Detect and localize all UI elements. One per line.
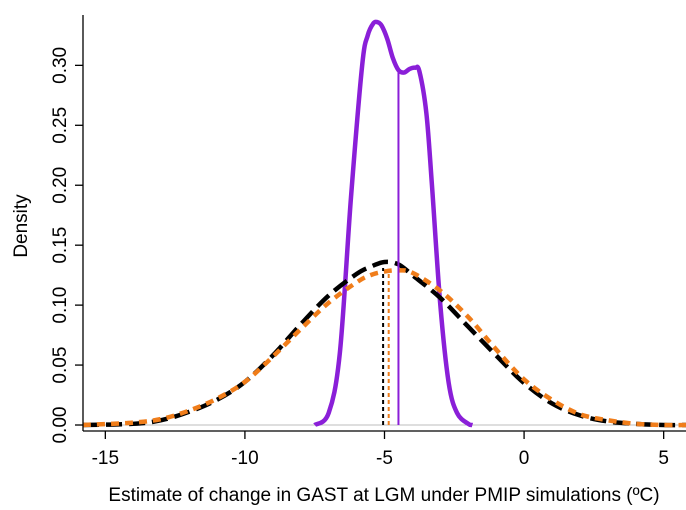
x-axis-label: Estimate of change in GAST at LGM under … (108, 485, 659, 506)
x-tick-label: -10 (231, 448, 258, 469)
y-tick-label: 0.05 (50, 347, 71, 384)
axes: -15 -10 -5 0 5 0.00 0.05 0.10 0.15 0.20 0.25 0.30 (50, 15, 686, 469)
x-tick-label: 5 (658, 448, 669, 469)
purple-density-curve (313, 19, 474, 428)
orange-dashed-density-curve (82, 268, 686, 428)
y-tick-label: 0.15 (50, 227, 71, 264)
y-tick-label: 0.30 (50, 47, 71, 84)
y-tick-label: 0.20 (50, 167, 71, 204)
plot-area (82, 19, 686, 428)
y-tick-label: 0.25 (50, 107, 71, 144)
y-axis-label: Density (11, 194, 32, 258)
x-tick-label: 0 (519, 448, 530, 469)
y-tick-label: 0.00 (50, 407, 71, 444)
y-tick-label: 0.10 (50, 287, 71, 324)
black-dashed-density-curve (82, 259, 686, 428)
x-tick-label: -15 (92, 448, 119, 469)
x-tick-label: -5 (376, 448, 393, 469)
